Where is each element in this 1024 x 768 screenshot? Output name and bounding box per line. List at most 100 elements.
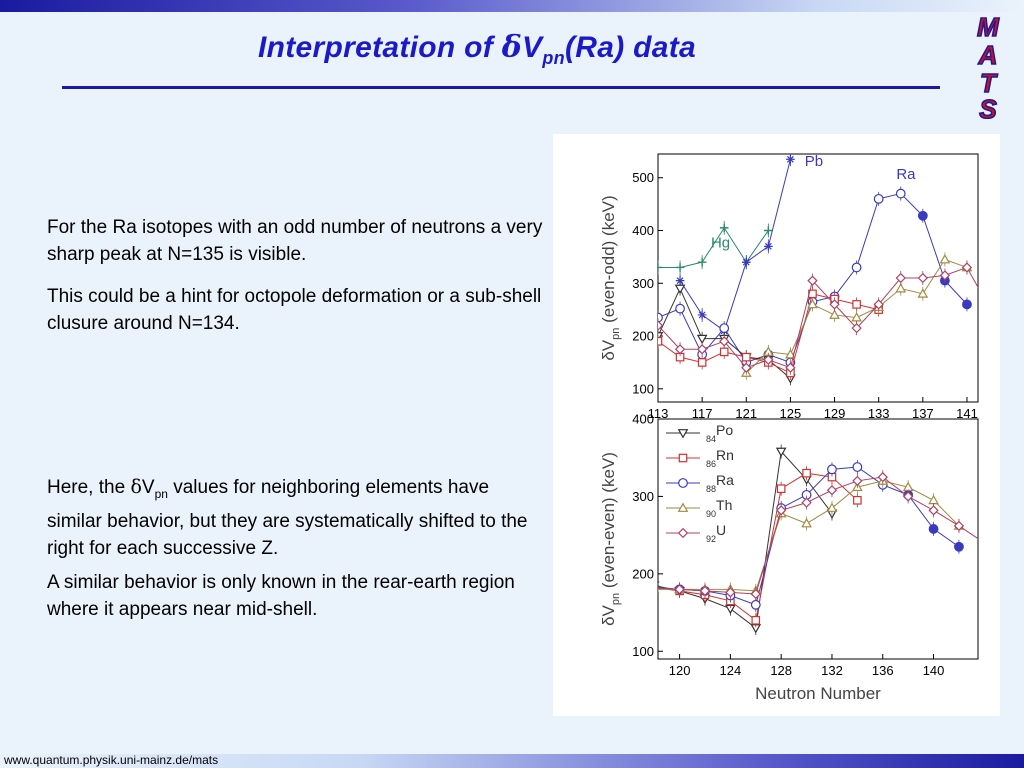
data-point — [658, 581, 660, 585]
data-point — [852, 462, 863, 472]
data-point — [696, 334, 708, 345]
data-point — [851, 262, 862, 273]
data-point — [980, 539, 989, 548]
x-tick-label: 121 — [735, 406, 757, 421]
data-point — [674, 344, 686, 355]
legend-marker — [678, 453, 688, 463]
data-point — [939, 254, 951, 264]
data-point — [826, 485, 838, 496]
legend-label: 90Th — [706, 497, 732, 519]
data-point — [751, 615, 761, 625]
data-point — [658, 583, 659, 593]
delta-symbol: δ — [501, 30, 523, 65]
x-tick-label: 120 — [669, 663, 691, 678]
data-point — [801, 517, 812, 528]
y-tick-label: 100 — [632, 644, 654, 659]
title-underline — [62, 86, 940, 89]
data-point — [827, 464, 837, 475]
data-point — [801, 497, 812, 508]
data-point — [985, 303, 994, 312]
data-point — [954, 541, 964, 552]
data-point — [658, 312, 663, 323]
data-point — [658, 586, 660, 590]
data-point — [741, 362, 752, 373]
data-point — [658, 583, 660, 591]
data-point — [674, 584, 685, 595]
paragraph-octopole: This could be a hint for octopole deform… — [47, 286, 542, 334]
data-point — [674, 284, 686, 295]
series-line — [658, 466, 960, 606]
y-tick-label: 200 — [632, 329, 654, 344]
data-point — [895, 283, 907, 293]
data-point — [675, 263, 685, 272]
series-annotation: Pb — [805, 153, 823, 170]
paragraph-rare-earth: A similar behavior is only known in the … — [47, 572, 515, 620]
x-tick-label: 137 — [912, 406, 934, 421]
data-point — [697, 310, 707, 320]
data-point — [829, 299, 840, 310]
x-tick-label: 133 — [868, 406, 890, 421]
data-point — [807, 275, 818, 286]
y-tick-label: 200 — [632, 566, 654, 581]
y-tick-label: 400 — [632, 223, 654, 238]
legend-marker — [677, 502, 689, 512]
paragraph-odd-peak: For the Ra isotopes with an odd number o… — [47, 217, 543, 265]
data-point — [852, 475, 863, 487]
paragraph-neighbors: Here, the δVpn values for neighboring el… — [47, 476, 528, 559]
series-annotation: Hg — [711, 234, 730, 251]
data-point — [697, 358, 707, 367]
legend: 84Po 86Rn 88Ra 90Th 92U — [666, 422, 734, 544]
data-point — [903, 491, 914, 502]
data-point — [785, 348, 796, 359]
legend-marker — [677, 429, 689, 439]
legend-label: 88Ra — [706, 472, 734, 494]
data-point — [873, 193, 884, 204]
data-point — [826, 502, 838, 512]
x-tick-label: 117 — [692, 406, 713, 421]
y-axis-label: δVpn (even-even) (keV) — [599, 452, 622, 626]
data-point — [763, 354, 774, 365]
x-tick-label: 136 — [872, 663, 894, 678]
data-point — [658, 590, 660, 594]
series-group — [658, 154, 994, 386]
data-point — [675, 276, 685, 285]
series-line — [658, 266, 978, 369]
bottom-gradient-bar — [0, 754, 1024, 768]
data-point — [807, 298, 818, 309]
data-point — [741, 257, 751, 267]
data-point — [658, 263, 663, 272]
data-point — [741, 352, 751, 362]
data-point — [939, 270, 951, 281]
dvpn-charts: 113 117 121 125 129 133 137 141 100 200 300 400 500 δ… — [599, 153, 994, 703]
data-point — [851, 312, 862, 322]
footer-url: www.quantum.physik.uni-mainz.de/mats — [4, 753, 219, 767]
data-point — [829, 309, 840, 319]
data-point — [719, 323, 730, 334]
data-point — [719, 223, 729, 233]
x-tick-label: 128 — [770, 663, 792, 678]
data-point — [802, 468, 811, 478]
logo-letter: M — [977, 14, 1000, 42]
series-line — [658, 476, 978, 595]
data-point — [877, 471, 888, 483]
data-point — [928, 494, 939, 505]
data-point — [962, 299, 972, 310]
data-point — [697, 257, 707, 267]
y-tick-label: 300 — [632, 489, 654, 504]
series-line — [679, 159, 791, 332]
data-point — [658, 320, 664, 331]
logo-letter: A — [978, 40, 998, 70]
x-tick-label: 132 — [821, 663, 843, 678]
data-point — [786, 154, 795, 164]
data-point — [873, 299, 884, 310]
legend-label: 86Rn — [706, 447, 734, 469]
data-point — [699, 585, 711, 597]
chart-panel: 113 117 121 125 129 133 137 141 100 200 300 400 500 δ… — [553, 134, 1000, 716]
data-point — [719, 336, 730, 347]
data-point — [851, 322, 862, 334]
series-annotation: Ra — [896, 166, 916, 183]
y-tick-label: 500 — [632, 170, 654, 185]
logo-letter: S — [979, 94, 997, 124]
logo-letter: T — [980, 68, 998, 98]
